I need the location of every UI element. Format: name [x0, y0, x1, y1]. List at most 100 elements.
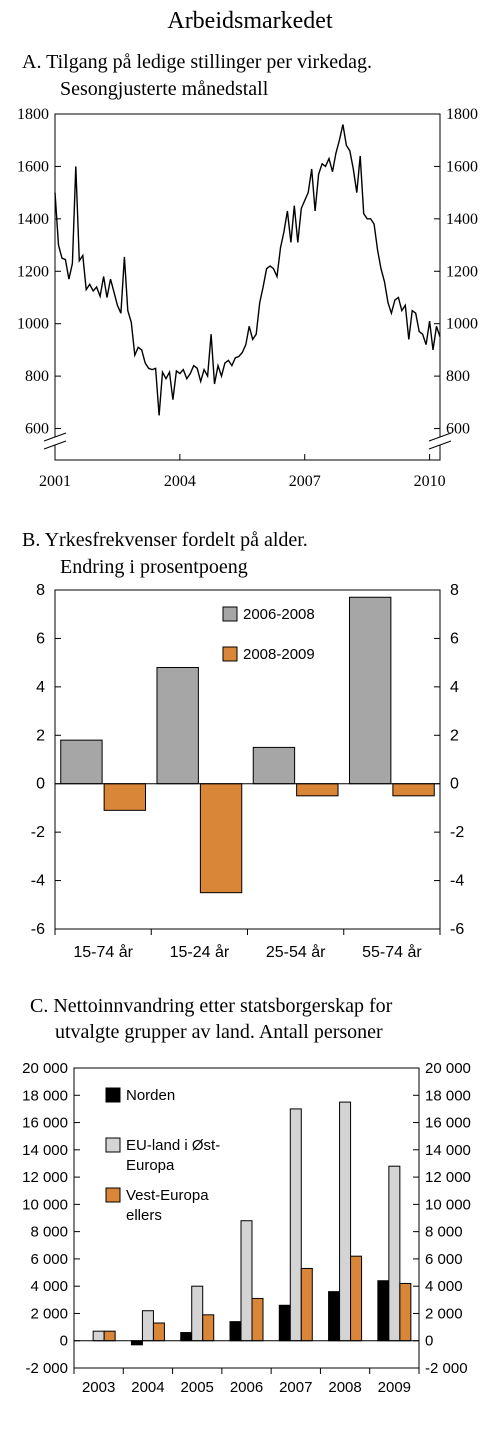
chart-b-ytick-label-left: 2 [36, 727, 45, 744]
chart-b-bar-2008-2009-25-54år [296, 783, 339, 797]
chart-a-xtick-label: 2007 [289, 473, 321, 490]
chart-c-category-label: 2008 [328, 1379, 361, 1396]
chart-a-title-line1: A. Tilgang på ledige stillinger per virk… [22, 51, 372, 73]
chart-b-title-line2: Endring i prosentpoeng [60, 556, 248, 578]
chart-b-ytick-label-right: 8 [450, 582, 459, 599]
chart-b-bar-2008-2009-55-74år [392, 783, 435, 797]
chart-c-bar-vest-europa-2007 [300, 1267, 313, 1342]
chart-a-ytick-label-right: 600 [446, 421, 470, 438]
chart-c-bar-eu-ost-2009 [388, 1165, 401, 1342]
chart-b-ytick-label-left: 4 [36, 679, 45, 696]
chart-c-ytick-label-left: 18 000 [22, 1087, 68, 1104]
chart-c-ytick-label-left: 6 000 [30, 1251, 68, 1268]
chart-c-category-label: 2003 [82, 1379, 115, 1396]
chart-c-ytick-label-right: 8 000 [425, 1224, 463, 1241]
legend-label-eu-ost-line1: EU-land i Øst- [126, 1137, 220, 1154]
chart-a-ytick-label-right: 1800 [446, 106, 478, 123]
chart-c-bar-norden-2009 [377, 1280, 390, 1342]
chart-c-ytick-label-left: 14 000 [22, 1142, 68, 1159]
chart-c-bar-norden-2004 [130, 1340, 143, 1346]
chart-c-bar-norden-2006 [229, 1321, 242, 1342]
chart-b-category-label: 15-74 år [73, 943, 133, 961]
chart-a-ytick-label-right: 800 [446, 368, 470, 385]
chart-c: C. Nettoinnvandring etter statsborgerska… [22, 995, 471, 1396]
chart-c-bar-norden-2008 [328, 1291, 341, 1342]
chart-c-ytick-label-left: 10 000 [22, 1196, 68, 1213]
chart-b-ytick-label-right: -2 [450, 824, 464, 841]
chart-a-ytick-label-right: 1600 [446, 158, 478, 175]
chart-c-ytick-label-left: 16 000 [22, 1115, 68, 1132]
chart-c-bar-norden-2005 [180, 1332, 193, 1342]
chart-a-plot-frame [54, 113, 441, 461]
chart-c-bar-eu-ost-2008 [339, 1101, 352, 1342]
legend-label-2006-2008: 2006-2008 [243, 606, 315, 623]
chart-c-ytick-label-left: 20 000 [22, 1060, 68, 1077]
chart-a-ytick-label-left: 1800 [17, 106, 49, 123]
legend-swatch-2006-2008 [222, 606, 238, 622]
chart-b-bar-2006-2008-15-74år [60, 739, 103, 785]
chart-c-bar-eu-ost-2007 [289, 1108, 302, 1342]
chart-b-ytick-label-left: -4 [31, 873, 45, 890]
chart-a-axis-break-left [43, 432, 67, 450]
page-title: Arbeidsmarkedet [167, 8, 333, 34]
chart-b-ytick-label-left: 6 [36, 630, 45, 647]
chart-b-ytick-label-left: -6 [31, 921, 45, 938]
chart-c-ytick-label-right: 4 000 [425, 1278, 463, 1295]
legend-label-eu-ost-line2: Europa [126, 1157, 175, 1174]
legend-swatch-vest-europa [105, 1187, 121, 1203]
chart-c-bar-vest-europa-2006 [251, 1297, 264, 1342]
legend-label-vest-europa-line1: Vest-Europa [126, 1187, 209, 1204]
chart-c-ytick-label-right: 18 000 [425, 1087, 471, 1104]
chart-c-ytick-label-right: -2 000 [425, 1360, 468, 1377]
chart-c-bar-eu-ost-2004 [141, 1310, 154, 1342]
chart-a-xtick-label: 2004 [164, 473, 196, 490]
chart-b-ytick-label-right: 4 [450, 679, 459, 696]
chart-c-bar-vest-europa-2009 [399, 1282, 412, 1342]
chart-c-legend: Norden EU-land i Øst- Europa Vest-Europa… [105, 1087, 220, 1224]
chart-a-ytick-label-right: 1200 [446, 263, 478, 280]
chart-c-bar-eu-ost-2005 [191, 1285, 204, 1342]
chart-a-axis-break-right [428, 432, 452, 450]
chart-c-bar-vest-europa-2004 [152, 1322, 165, 1342]
chart-c-ytick-label-right: 20 000 [425, 1060, 471, 1077]
chart-c-ytick-label-right: 2 000 [425, 1305, 463, 1322]
legend-swatch-eu-ost [105, 1137, 121, 1153]
chart-a-xtick-label: 2001 [39, 473, 71, 490]
chart-a-ytick-label-left: 1200 [17, 263, 49, 280]
chart-a-ytick-label-left: 1600 [17, 158, 49, 175]
legend-swatch-norden [105, 1087, 121, 1103]
chart-b-ytick-label-right: 6 [450, 630, 459, 647]
chart-c-bar-vest-europa-2008 [350, 1255, 363, 1342]
chart-c-category-label: 2009 [378, 1379, 411, 1396]
chart-c-title-line1: C. Nettoinnvandring etter statsborgerska… [30, 995, 393, 1017]
chart-c-ytick-label-right: 10 000 [425, 1196, 471, 1213]
chart-c-ytick-label-right: 16 000 [425, 1115, 471, 1132]
chart-a-xtick-label: 2010 [414, 473, 446, 490]
chart-c-plot-frame [73, 1067, 420, 1369]
chart-c-bar-vest-europa-2003 [103, 1330, 116, 1342]
chart-b-bar-2008-2009-15-24år [199, 783, 243, 894]
chart-c-bar-vest-europa-2005 [202, 1314, 215, 1342]
chart-c-ytick-label-right: 6 000 [425, 1251, 463, 1268]
chart-c-ytick-label-left: 2 000 [30, 1305, 68, 1322]
chart-c-ytick-label-left: 12 000 [22, 1169, 68, 1186]
chart-c-bar-eu-ost-2003 [92, 1330, 105, 1342]
chart-b-bar-2006-2008-55-74år [348, 596, 392, 785]
chart-b-category-label: 25-54 år [266, 943, 326, 961]
chart-c-ytick-label-left: 0 [60, 1333, 68, 1350]
chart-b-category-label: 15-24 år [170, 943, 230, 961]
chart-c-category-label: 2005 [181, 1379, 214, 1396]
chart-b-legend: 2006-2008 2008-2009 [222, 606, 315, 663]
legend-label-vest-europa-line2: ellers [126, 1207, 162, 1224]
chart-a: A. Tilgang på ledige stillinger per virk… [17, 51, 478, 490]
chart-c-ytick-label-left: 8 000 [30, 1224, 68, 1241]
chart-b-bar-2006-2008-25-54år [252, 746, 296, 785]
chart-a-series-line [54, 124, 441, 416]
chart-a-ytick-label-left: 800 [25, 368, 49, 385]
chart-b-bar-2008-2009-15-74år [103, 783, 147, 811]
chart-a-ytick-label-left: 1000 [17, 316, 49, 333]
chart-c-ytick-label-right: 14 000 [425, 1142, 471, 1159]
chart-c-bar-eu-ost-2006 [240, 1220, 253, 1342]
chart-a-ytick-label-right: 1000 [446, 316, 478, 333]
chart-c-ytick-label-right: 12 000 [425, 1169, 471, 1186]
